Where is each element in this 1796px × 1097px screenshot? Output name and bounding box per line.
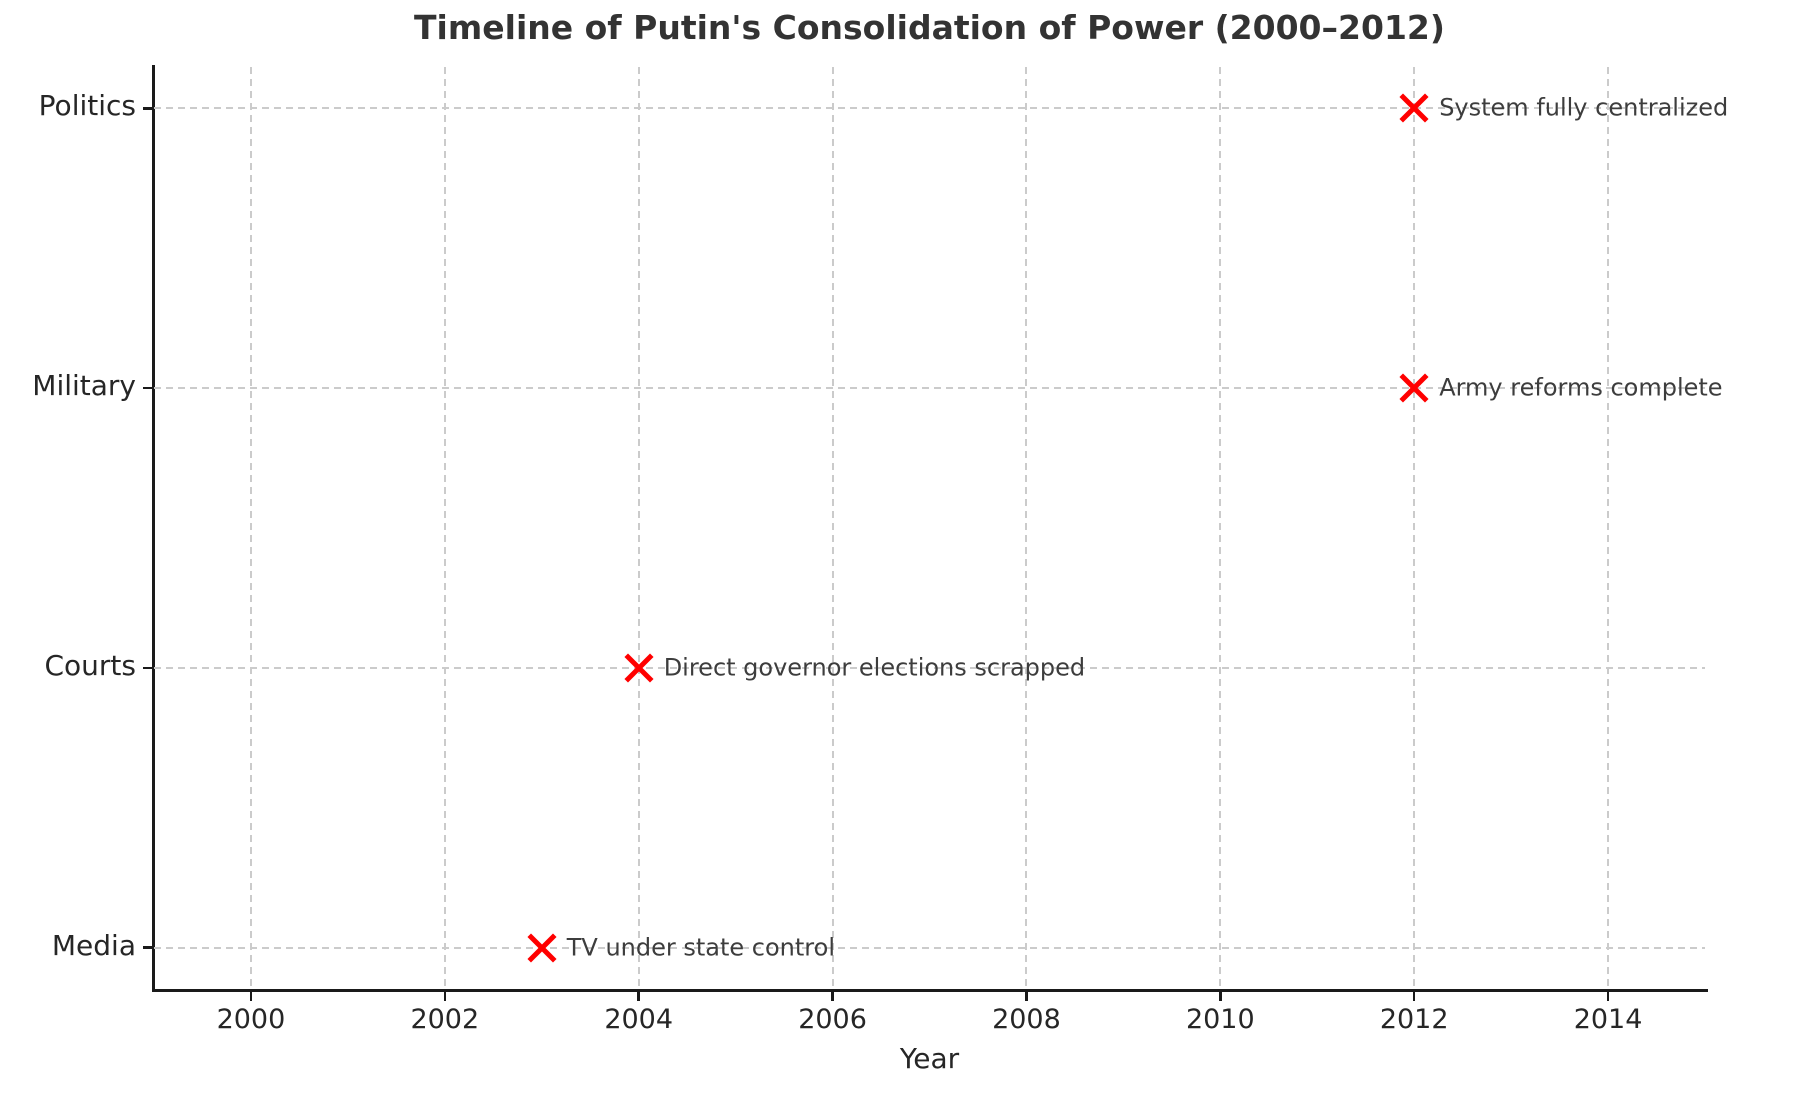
x-tick-label: 2006 — [798, 1004, 867, 1035]
x-tick-label: 2012 — [1379, 1004, 1449, 1035]
x-tick-label: 2004 — [604, 1004, 674, 1035]
x-tick-mark — [443, 992, 447, 1001]
y-tick-label: Military — [32, 369, 136, 403]
x-tick-label: 2010 — [1185, 1004, 1255, 1035]
x-tick-label: 2002 — [410, 1004, 480, 1035]
x-tick-mark — [1412, 992, 1416, 1001]
x-axis-title: Year — [899, 1042, 960, 1075]
y-gridline — [154, 666, 1705, 669]
event-marker — [1397, 91, 1431, 125]
y-tick-label: Courts — [44, 648, 136, 682]
x-marker-icon — [624, 653, 654, 683]
x-gridline — [1219, 67, 1222, 989]
y-tick-mark — [143, 386, 153, 390]
x-gridline — [637, 67, 640, 989]
x-gridline — [443, 67, 446, 989]
event-marker — [622, 651, 656, 685]
y-gridline — [154, 107, 1705, 110]
event-marker — [525, 931, 559, 965]
y-gridline — [154, 946, 1705, 949]
x-gridline — [1025, 67, 1028, 989]
x-tick-label: 2014 — [1573, 1004, 1643, 1035]
x-tick-mark — [831, 992, 834, 1001]
event-annotation: Direct governor elections scrapped — [663, 653, 1086, 682]
y-gridline — [154, 387, 1705, 390]
x-gridline — [1607, 67, 1610, 989]
x-gridline — [831, 67, 834, 989]
x-gridline — [1413, 67, 1416, 989]
x-marker-icon — [527, 932, 557, 963]
event-annotation: TV under state control — [566, 932, 835, 961]
chart-title: Timeline of Putin's Consolidation of Pow… — [414, 8, 1445, 47]
x-axis-line — [152, 989, 1708, 992]
event-annotation: System fully centralized — [1439, 93, 1729, 122]
x-tick-mark — [1025, 992, 1028, 1001]
x-marker-icon — [1399, 93, 1429, 124]
x-gridline — [249, 67, 252, 989]
x-tick-mark — [637, 992, 640, 1001]
x-tick-mark — [249, 992, 253, 1001]
y-axis-line — [152, 65, 155, 992]
y-tick-mark — [143, 666, 153, 670]
y-tick-mark — [143, 107, 153, 110]
y-tick-mark — [143, 946, 153, 949]
x-tick-mark — [1606, 992, 1610, 1001]
x-tick-label: 2008 — [992, 1004, 1061, 1035]
y-tick-label: Politics — [38, 89, 136, 123]
x-tick-label: 2000 — [216, 1004, 286, 1035]
x-marker-icon — [1399, 373, 1429, 403]
event-annotation: Army reforms complete — [1439, 373, 1723, 402]
y-tick-label: Media — [51, 928, 136, 962]
event-marker — [1397, 371, 1431, 405]
x-tick-mark — [1219, 992, 1222, 1001]
